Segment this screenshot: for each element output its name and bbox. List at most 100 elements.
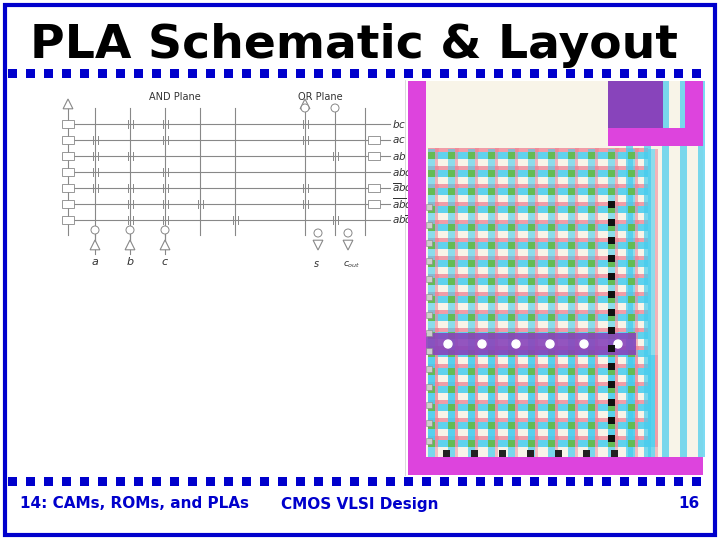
Bar bbox=[555, 202, 559, 206]
Bar bbox=[508, 260, 515, 267]
Bar bbox=[428, 184, 648, 188]
Bar bbox=[377, 69, 386, 78]
Bar bbox=[448, 170, 455, 177]
Bar bbox=[488, 188, 495, 195]
Bar bbox=[588, 355, 595, 457]
Bar bbox=[628, 386, 635, 393]
Polygon shape bbox=[125, 240, 135, 250]
Bar bbox=[608, 440, 615, 447]
Bar bbox=[408, 81, 703, 475]
Bar bbox=[455, 148, 459, 152]
Bar bbox=[608, 242, 615, 249]
Bar bbox=[701, 477, 710, 486]
Bar bbox=[647, 69, 656, 78]
Bar bbox=[515, 292, 519, 296]
Bar bbox=[508, 152, 515, 159]
Bar bbox=[314, 477, 323, 486]
Bar bbox=[568, 152, 575, 159]
Bar bbox=[495, 184, 499, 188]
Bar bbox=[608, 350, 615, 357]
Bar bbox=[595, 382, 599, 386]
Bar bbox=[488, 422, 495, 429]
Bar bbox=[566, 477, 575, 486]
Bar bbox=[428, 148, 648, 152]
Bar bbox=[701, 69, 710, 78]
Bar bbox=[188, 69, 197, 78]
Bar bbox=[608, 291, 615, 298]
Bar bbox=[428, 314, 648, 321]
Bar bbox=[608, 237, 615, 244]
Bar bbox=[428, 242, 435, 249]
Bar bbox=[588, 422, 595, 429]
Bar bbox=[428, 440, 648, 447]
Bar bbox=[426, 366, 432, 372]
Bar bbox=[595, 310, 599, 314]
Bar bbox=[368, 477, 377, 486]
Bar bbox=[455, 310, 459, 314]
Bar bbox=[161, 69, 170, 78]
Bar bbox=[455, 364, 459, 368]
Bar bbox=[134, 69, 143, 78]
Circle shape bbox=[580, 340, 588, 348]
Bar bbox=[495, 149, 498, 447]
Bar bbox=[595, 166, 599, 170]
Bar bbox=[535, 202, 539, 206]
Bar bbox=[588, 188, 595, 195]
Bar bbox=[628, 314, 635, 321]
Bar bbox=[528, 355, 535, 457]
Bar bbox=[428, 202, 648, 206]
Bar bbox=[428, 310, 648, 314]
Bar bbox=[548, 152, 555, 159]
Bar bbox=[468, 404, 475, 411]
Bar bbox=[575, 256, 579, 260]
Bar bbox=[515, 436, 519, 440]
Bar bbox=[515, 166, 519, 170]
Bar bbox=[428, 296, 435, 303]
Bar bbox=[408, 81, 426, 475]
Bar bbox=[515, 328, 519, 332]
Bar bbox=[197, 477, 206, 486]
Bar bbox=[608, 381, 615, 388]
Bar bbox=[555, 220, 559, 224]
Bar bbox=[575, 328, 579, 332]
Bar bbox=[588, 368, 595, 375]
Bar bbox=[448, 188, 455, 195]
Bar bbox=[548, 368, 555, 375]
Text: s: s bbox=[313, 259, 318, 269]
Bar bbox=[638, 477, 647, 486]
Bar bbox=[515, 149, 518, 447]
Bar bbox=[428, 224, 435, 231]
Bar bbox=[314, 69, 323, 78]
Bar bbox=[535, 292, 539, 296]
Bar bbox=[628, 188, 635, 195]
Bar bbox=[359, 69, 368, 78]
Bar bbox=[428, 418, 648, 422]
Bar bbox=[508, 332, 515, 339]
Bar bbox=[655, 149, 658, 447]
Bar bbox=[515, 238, 519, 242]
Bar bbox=[448, 152, 455, 159]
Bar bbox=[508, 170, 515, 177]
Bar bbox=[495, 346, 499, 350]
Bar bbox=[468, 278, 475, 285]
Bar bbox=[468, 296, 475, 303]
Bar bbox=[495, 355, 498, 457]
Bar bbox=[528, 368, 535, 375]
Bar bbox=[683, 69, 692, 78]
Bar bbox=[508, 386, 515, 393]
Bar bbox=[528, 296, 535, 303]
Bar bbox=[515, 184, 519, 188]
Bar bbox=[89, 477, 98, 486]
Bar bbox=[508, 206, 515, 213]
Bar bbox=[515, 418, 519, 422]
Bar bbox=[548, 386, 555, 393]
Bar bbox=[448, 422, 455, 429]
Bar bbox=[635, 292, 639, 296]
Bar bbox=[528, 314, 535, 321]
Bar bbox=[608, 128, 703, 146]
Bar bbox=[575, 220, 579, 224]
Bar bbox=[152, 477, 161, 486]
Bar bbox=[628, 368, 635, 375]
Bar bbox=[588, 152, 595, 159]
Bar bbox=[428, 386, 435, 393]
